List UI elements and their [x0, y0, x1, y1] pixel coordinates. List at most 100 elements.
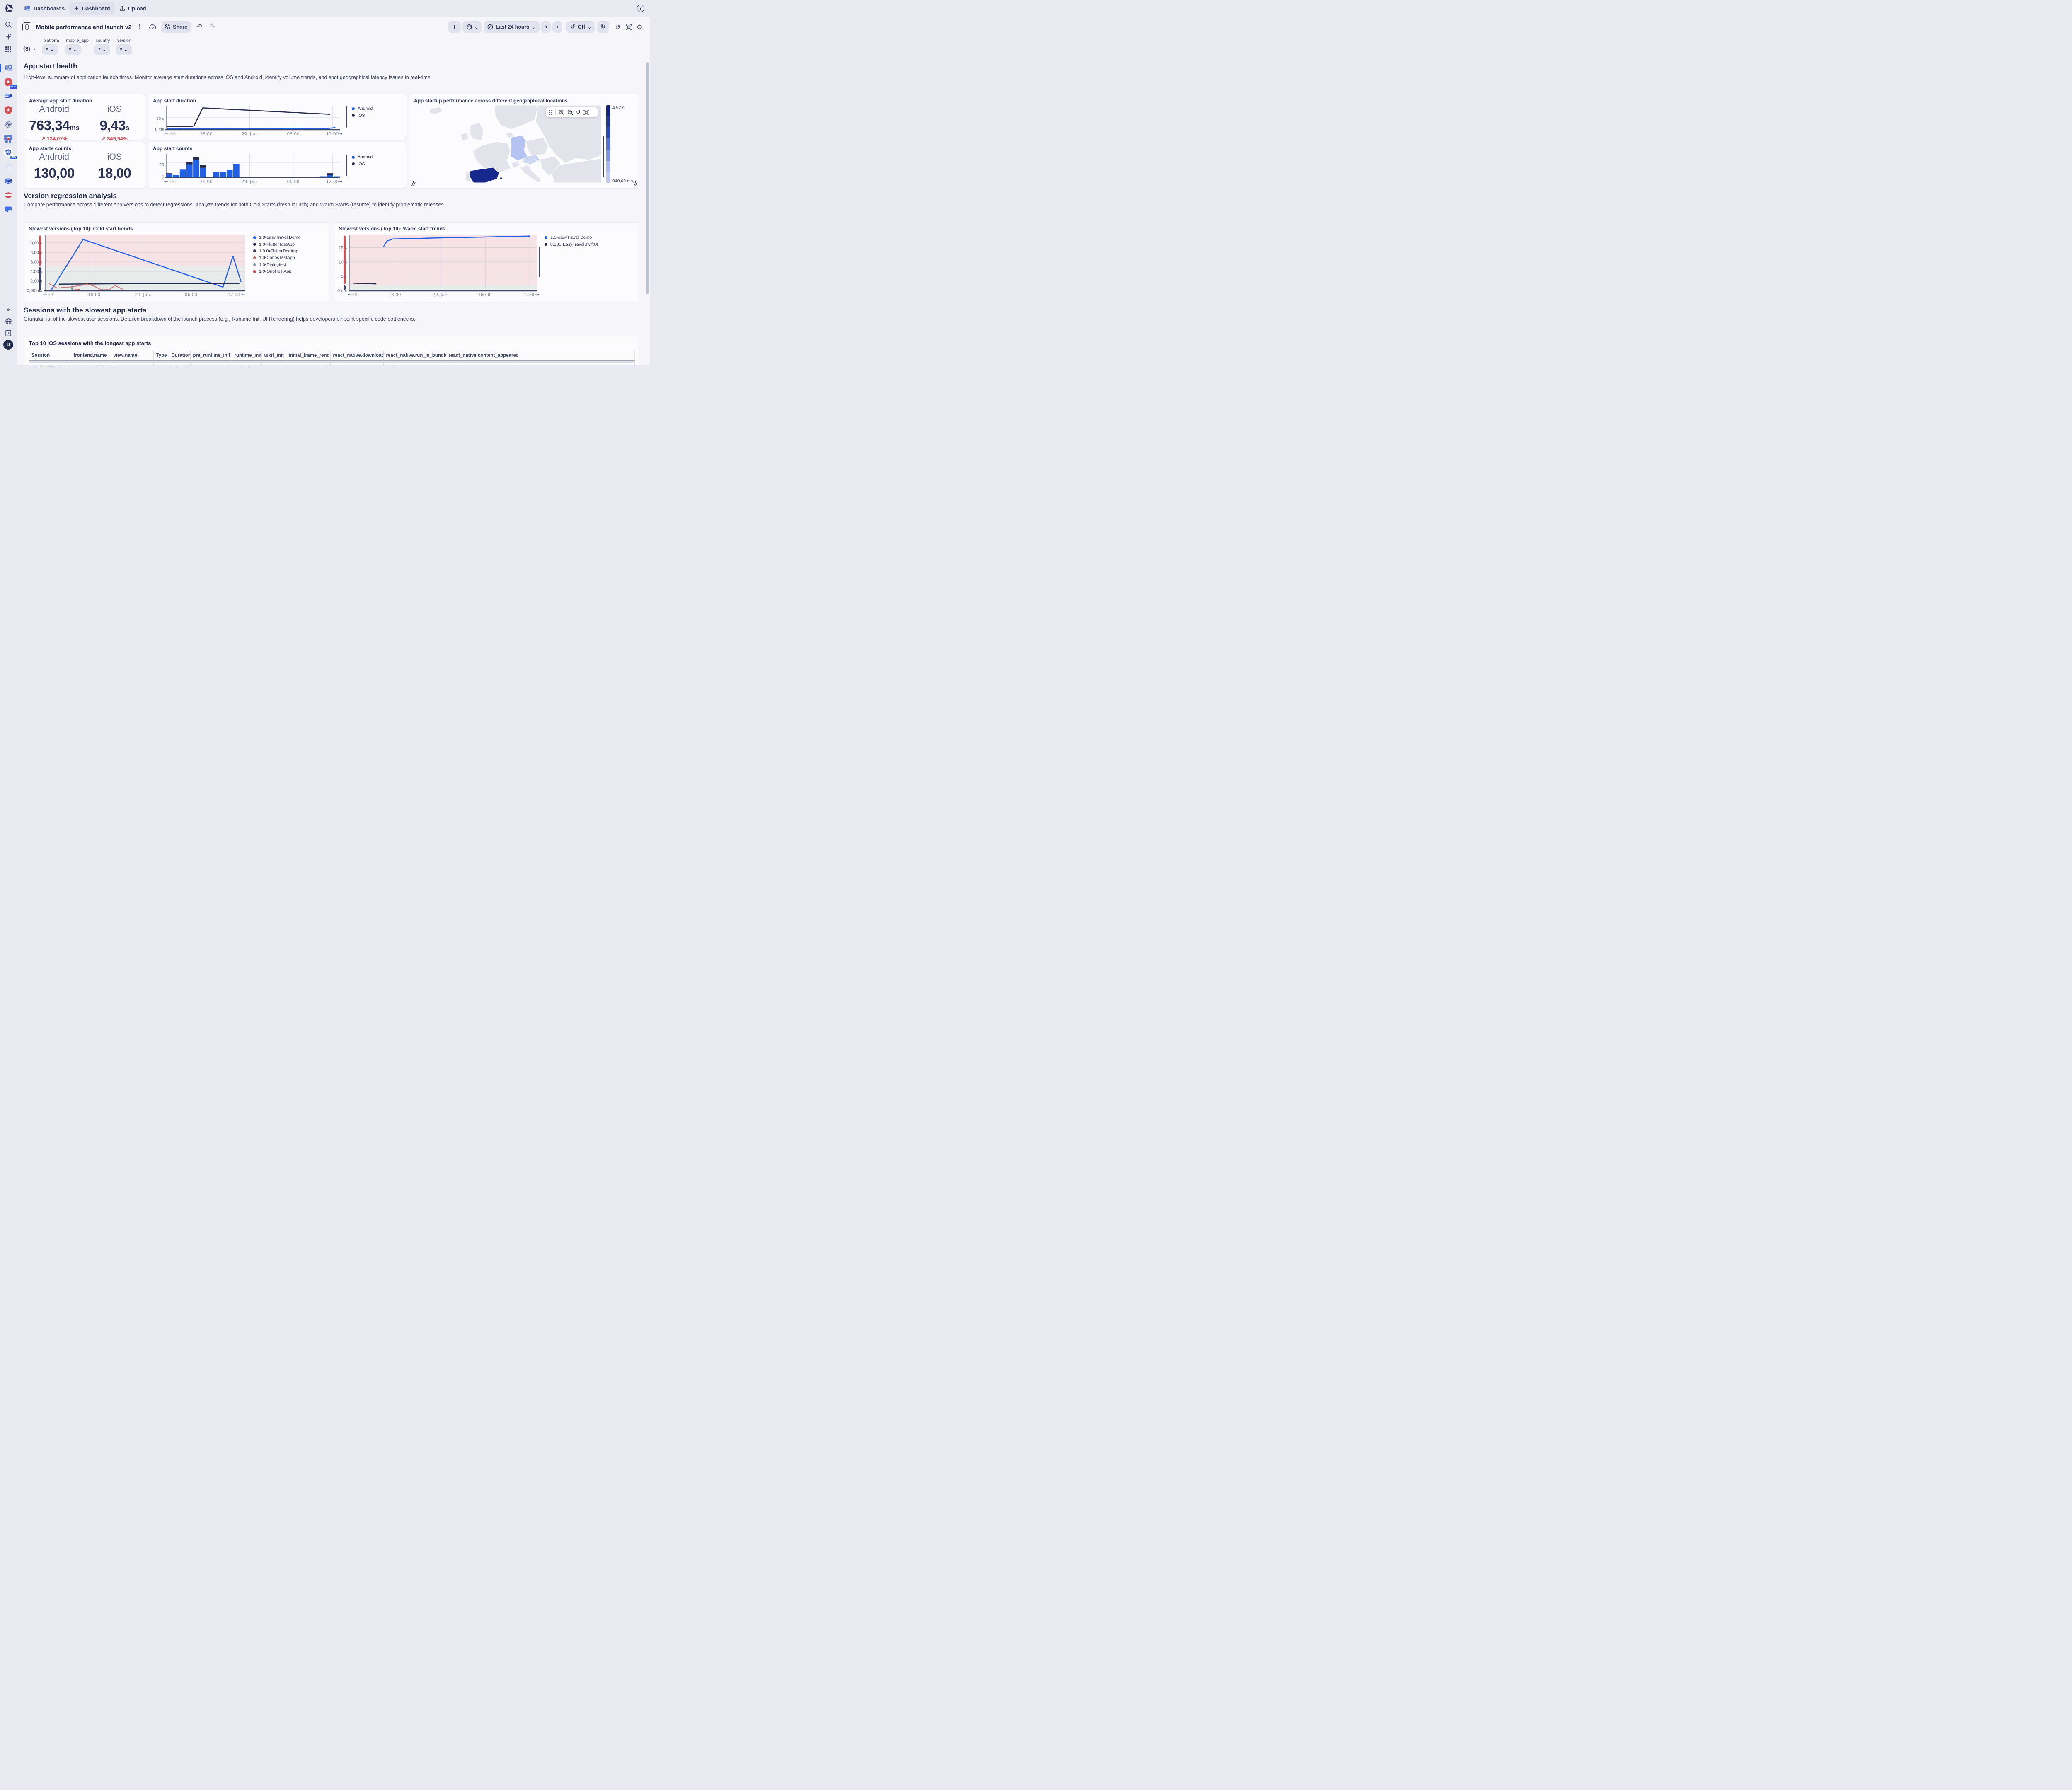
filter-country-select[interactable]: * ⌄ [94, 44, 110, 55]
redo-icon[interactable]: ↷ [209, 23, 215, 31]
fullscreen-icon[interactable] [624, 22, 633, 31]
drag-handle-icon[interactable] [549, 110, 552, 115]
kebab-menu-icon[interactable]: ⋮ [136, 23, 143, 31]
column-header[interactable]: frontend.name [71, 351, 111, 361]
legend-entry[interactable]: 8.331•EasyTravelSwiftUI [545, 241, 598, 247]
tile-average-app-start-duration[interactable]: Average app start duration Android 763,3… [24, 94, 145, 142]
sidebar-app-distributed-tracing[interactable] [0, 117, 17, 131]
sidebar-app-hosts[interactable] [0, 174, 17, 188]
column-header[interactable]: react_native.download [330, 351, 384, 361]
column-header[interactable]: react_native.content_appeared [446, 351, 518, 361]
filter-version-select[interactable]: * ⌄ [116, 44, 132, 55]
history-icon[interactable]: ↺ [615, 23, 621, 31]
legend-entry[interactable]: 1.0.0•FlutterTestApp [253, 248, 300, 254]
zoom-in-icon[interactable] [559, 109, 564, 115]
column-header[interactable]: runtime_init [232, 351, 262, 361]
chart-legend[interactable]: Android iOS [352, 154, 373, 167]
apps-grid-icon[interactable] [0, 43, 17, 56]
session-link[interactable]: 01-28-2026 17:15 [29, 363, 71, 365]
tile-app-starts-counts[interactable]: App starts counts Android 130,00 iOS 18,… [24, 142, 145, 189]
tile-sessions-table[interactable]: Top 10 iOS sessions with the longest app… [24, 336, 639, 365]
sidebar-app-security[interactable] [0, 103, 17, 117]
filter-mobile-app-select[interactable]: * ⌄ [65, 44, 81, 55]
sidebar-app-kubernetes[interactable]: NEW [0, 145, 18, 160]
chart-legend[interactable]: Android iOS [352, 105, 373, 119]
legend-entry[interactable]: 1.0•OriolTestApp [253, 268, 300, 275]
kpi-value: 9,43 [99, 118, 126, 133]
table-row[interactable]: 01-28-2026 17:15easyTravel_DemoImagewarm… [29, 363, 635, 365]
segments-button[interactable]: ⌄ [462, 21, 482, 33]
app-start-counts-chart[interactable]: 20 0←:00 18:00 29. Jan. 06:00 12:00→ [149, 151, 344, 186]
legend-entry[interactable]: 1.0•Dialogtest [253, 261, 300, 268]
app-start-duration-chart[interactable]: 10 s 0 ms←:00 18:00 29. Jan. 06:00 12:00→ [149, 104, 344, 138]
time-forward-button[interactable]: › [552, 21, 563, 33]
vertical-scrollbar[interactable] [646, 62, 649, 294]
chart-legend[interactable]: 1.0•easyTravel Demo 8.331•EasyTravelSwift… [545, 234, 598, 248]
time-range-selector[interactable]: Last 24 hours ⌄ [484, 21, 540, 33]
column-header[interactable]: view.name [111, 351, 154, 361]
tile-geo-map[interactable]: App startup performance across different… [409, 94, 639, 189]
filter-platform-select[interactable]: * ⌄ [42, 44, 58, 55]
tile-app-start-counts-chart[interactable]: App start counts 20 0 ←:00 18:00 29. Jan. 06:… [148, 142, 406, 189]
nav-new-dashboard[interactable]: + Dashboard [69, 2, 115, 15]
legend-scrollbar[interactable] [539, 247, 540, 277]
share-button[interactable]: Share [161, 21, 191, 33]
reset-view-icon[interactable]: ↺ [576, 109, 581, 116]
sidebar-app-clouds[interactable] [0, 160, 17, 174]
europe-map[interactable] [411, 105, 601, 183]
sidebar-app-dashboards[interactable] [0, 61, 17, 75]
tile-cold-start-trends[interactable]: Slowest versions (Top 10): Cold start tr… [24, 222, 329, 302]
nav-upload[interactable]: Upload [115, 3, 151, 14]
nav-dashboards[interactable]: Dashboards [19, 2, 69, 14]
column-header[interactable]: Type [153, 351, 169, 361]
resize-handle-left[interactable] [411, 181, 416, 186]
rail-expand[interactable]: » [0, 306, 17, 313]
legend-entry[interactable]: iOS [352, 112, 373, 119]
legend-entry[interactable]: 1.0•CarlosTestApp [253, 254, 300, 261]
legend-entry[interactable]: 1.0•easyTravel Demo [545, 234, 598, 241]
variables-button[interactable]: {$} ⌄ [23, 46, 36, 52]
ai-sparkle-icon[interactable] [0, 31, 17, 43]
column-header[interactable]: initial_frame_render [286, 351, 331, 361]
settings-gear-icon[interactable]: ⚙ [636, 23, 643, 31]
legend-entry[interactable]: iOS [352, 160, 373, 167]
column-header[interactable]: uikit_init [261, 351, 286, 361]
cold-start-trends-chart[interactable]: 10,00 s 8,00 s 6,00 s 4,00 s 2,00 s 0,00 ms←:… [24, 223, 330, 302]
tile-warm-start-trends[interactable]: Slowest versions (Top 10): Warm start tr… [334, 222, 639, 302]
sessions-table[interactable]: Session frontend.name view.name Type Duratio… [29, 351, 635, 365]
help-button[interactable]: ? [637, 5, 644, 12]
resize-handle-right[interactable] [632, 181, 637, 186]
legend-entry[interactable]: 1.0•FlutterTestApp [253, 241, 300, 247]
sidebar-app-databases[interactable] [0, 202, 17, 216]
nav-new-dashboard-label: Dashboard [82, 5, 110, 12]
dynatrace-logo[interactable] [4, 3, 14, 13]
undo-icon[interactable]: ↶ [196, 23, 203, 31]
column-header[interactable]: Session [29, 351, 71, 361]
refresh-button[interactable]: ↻ [597, 21, 609, 33]
chart-legend[interactable]: 1.0•easyTravel Demo 1.0•FlutterTestApp 1.0… [253, 234, 300, 275]
rail-globe[interactable] [0, 318, 17, 325]
legend-entry[interactable]: Android [352, 105, 373, 112]
zoom-out-icon[interactable] [567, 109, 573, 115]
column-header[interactable]: pre_runtime_init [190, 351, 232, 361]
tile-app-start-duration-chart[interactable]: App start duration 10 s 0 ms ←:00 18:00 29. … [148, 94, 406, 140]
rail-report[interactable] [0, 330, 17, 336]
user-avatar[interactable]: D [0, 340, 17, 350]
sidebar-app-infrastructure[interactable] [0, 131, 17, 145]
legend-scrollbar[interactable] [346, 106, 347, 128]
warm-start-trends-chart[interactable]: 15 s 10 s 5 s 0 ms←:00 18:00 29. Jan. 06:00 12:… [334, 223, 640, 302]
map-france [472, 141, 511, 173]
sidebar-app-services[interactable] [0, 89, 17, 103]
map-fullscreen-icon[interactable] [583, 109, 589, 115]
legend-entry[interactable]: 1.0•easyTravel Demo [253, 234, 300, 241]
column-header[interactable]: react_native.run_js_bundle [383, 351, 446, 361]
legend-entry[interactable]: Android [352, 154, 373, 160]
time-back-button[interactable]: ‹ [541, 21, 551, 33]
legend-scrollbar[interactable] [346, 155, 347, 176]
add-tile-button[interactable]: + [448, 21, 461, 33]
sidebar-app-logs[interactable] [0, 188, 17, 202]
column-header[interactable]: Duration [169, 351, 191, 361]
sidebar-app-problems[interactable]: NEW [0, 75, 18, 89]
auto-refresh-selector[interactable]: ↺ Off ⌄ [566, 21, 595, 33]
search-icon[interactable] [0, 18, 17, 31]
